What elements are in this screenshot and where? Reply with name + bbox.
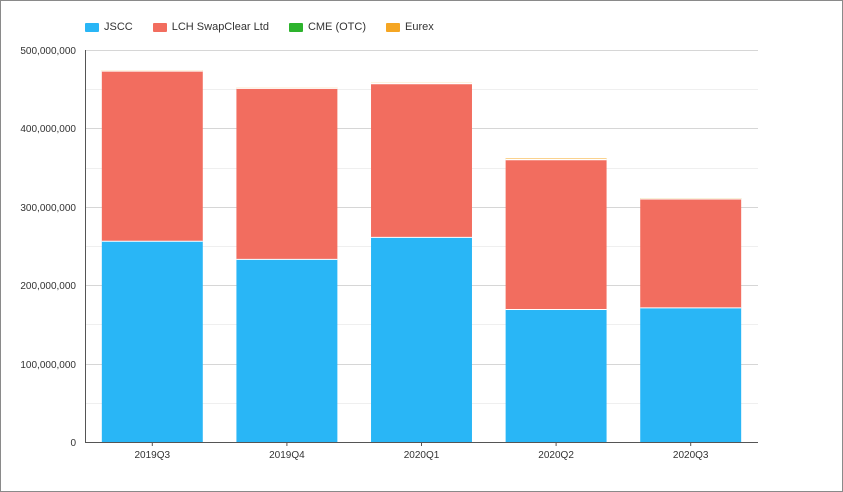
y-tick-label: 300,000,000	[20, 203, 76, 214]
bar-segment	[101, 71, 203, 242]
y-tick-label: 100,000,000	[20, 360, 76, 371]
legend-item-jscc[interactable]: JSCC	[85, 21, 133, 33]
x-tick-label: 2020Q2	[538, 450, 574, 461]
bar-segment	[505, 309, 607, 442]
bar-segment	[236, 88, 338, 260]
x-tick-label: 2019Q4	[269, 450, 305, 461]
legend-item-eurex[interactable]: Eurex	[386, 21, 434, 33]
legend-label-jscc: JSCC	[104, 21, 133, 33]
chart-legend: JSCC LCH SwapClear Ltd CME (OTC) Eurex	[85, 19, 454, 35]
y-tick-label: 200,000,000	[20, 281, 76, 292]
legend-swatch-jscc	[85, 22, 99, 32]
bar-segment	[101, 241, 203, 442]
x-tick-label: 2020Q1	[404, 450, 440, 461]
bar-segment	[505, 159, 607, 310]
legend-swatch-eurex	[386, 22, 400, 32]
legend-label-eurex: Eurex	[405, 21, 434, 33]
legend-label-cme-otc: CME (OTC)	[307, 21, 366, 33]
legend-swatch-lch-swapclear	[152, 22, 167, 32]
bar-segment	[371, 237, 472, 442]
y-tick-label: 0	[70, 438, 76, 449]
bar-segment	[505, 158, 607, 160]
x-tick-label: 2019Q3	[135, 450, 171, 461]
y-tick-label: 400,000,000	[20, 124, 76, 135]
x-tick-label: 2020Q3	[673, 450, 709, 461]
bar-segment	[236, 259, 338, 442]
bar-segment	[371, 83, 472, 238]
legend-item-cme-otc[interactable]: CME (OTC)	[288, 21, 366, 33]
legend-item-lch-swapclear[interactable]: LCH SwapClear Ltd	[152, 21, 269, 33]
legend-swatch-cme-otc	[288, 22, 303, 32]
y-tick-label: 500,000,000	[20, 46, 76, 57]
bar-segment	[640, 198, 742, 308]
legend-label-lch-swapclear: LCH SwapClear Ltd	[171, 21, 269, 33]
bar-segment	[640, 307, 742, 442]
